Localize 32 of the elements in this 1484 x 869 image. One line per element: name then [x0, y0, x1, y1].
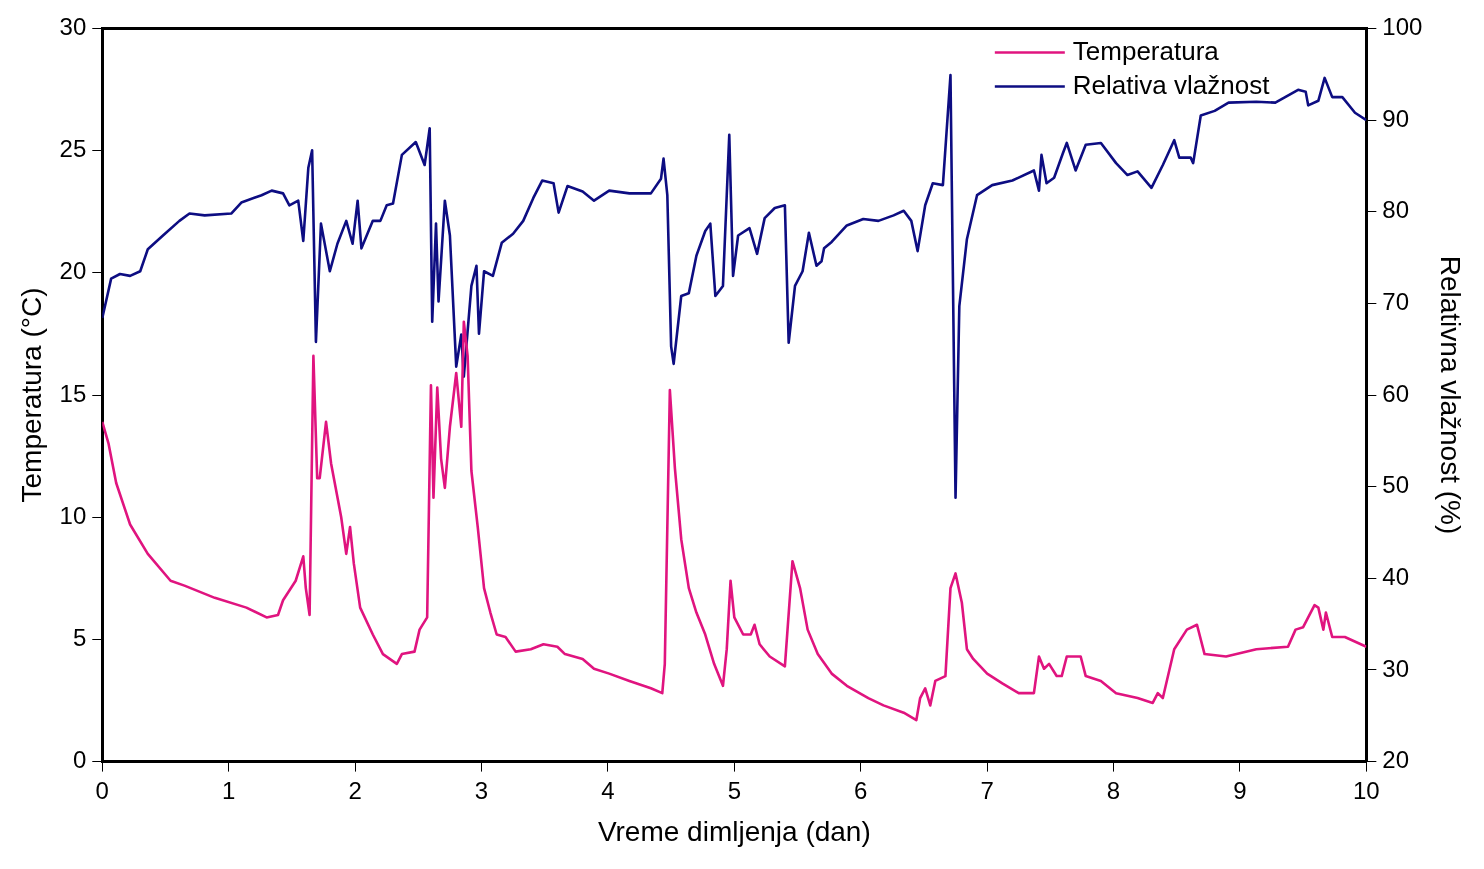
y-tick-label: 0	[72, 746, 87, 774]
y-tick-label: 30	[59, 13, 87, 41]
y2-tick-label: 40	[1382, 562, 1410, 590]
y2-tick-label: 70	[1382, 287, 1410, 315]
legend-label: Relativa vlažnost	[1072, 69, 1271, 100]
x-tick-label: 6	[854, 776, 868, 804]
x-tick-label: 10	[1353, 776, 1380, 804]
x-tick-label: 9	[1233, 776, 1247, 804]
x-tick-label: 2	[348, 776, 362, 804]
y-tick-label: 20	[59, 257, 87, 285]
y2-tick-label: 80	[1382, 196, 1410, 224]
x-tick-label: 3	[474, 776, 489, 804]
y2-tick-label: 90	[1382, 104, 1410, 132]
x-axis-title: Vreme dimljenja (dan)	[597, 815, 871, 847]
y2-axis-title: Relativna vlažnost (%)	[1435, 255, 1467, 535]
y2-tick-label: 100	[1382, 13, 1423, 41]
y-axis-title: Temperatura (°C)	[15, 287, 47, 503]
y2-tick-label: 30	[1382, 654, 1410, 682]
y2-tick-label: 50	[1382, 471, 1410, 499]
y-tick-label: 10	[59, 501, 87, 529]
y-tick-label: 15	[59, 379, 87, 407]
x-tick-label: 5	[727, 776, 742, 804]
x-tick-label: 0	[95, 776, 109, 804]
x-tick-label: 1	[222, 776, 236, 804]
legend-label: Temperatura	[1072, 35, 1220, 66]
y-tick-label: 5	[72, 624, 87, 652]
x-tick-label: 4	[601, 776, 615, 804]
x-tick-label: 7	[980, 776, 994, 804]
y2-tick-label: 20	[1382, 746, 1410, 774]
x-tick-label: 8	[1106, 776, 1121, 804]
y2-tick-label: 60	[1382, 379, 1410, 407]
y-tick-label: 25	[59, 135, 87, 163]
